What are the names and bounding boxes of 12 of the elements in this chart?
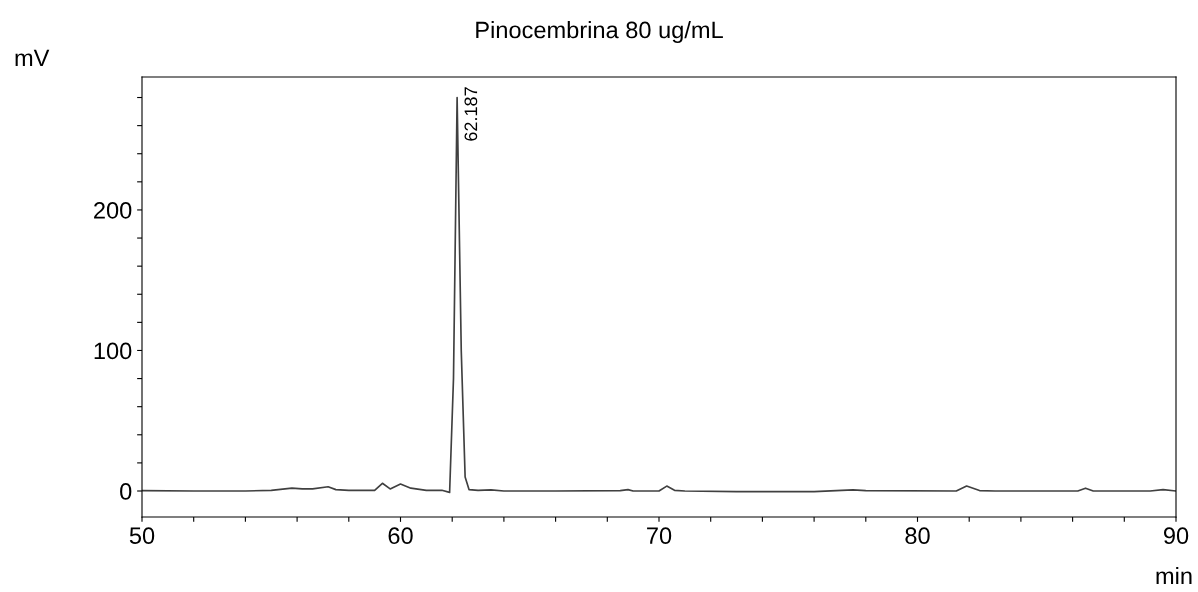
x-tick-label: 90 [1163,527,1189,545]
x-tick-label: 70 [647,527,672,545]
x-tick-label: 50 [129,527,155,545]
y-axis-title: mV [15,49,50,67]
chart-title: Pinocembrina 80 ug/mL [476,21,723,43]
y-tick-label: 100 [94,342,132,360]
y-tick-label: 200 [94,202,132,219]
x-axis-title: min [1156,566,1192,585]
y-tick-label: 0 [120,483,132,500]
x-tick-label: 60 [388,527,413,545]
x-tick-label: 80 [905,527,930,545]
annotation: 62.187 [464,87,478,141]
